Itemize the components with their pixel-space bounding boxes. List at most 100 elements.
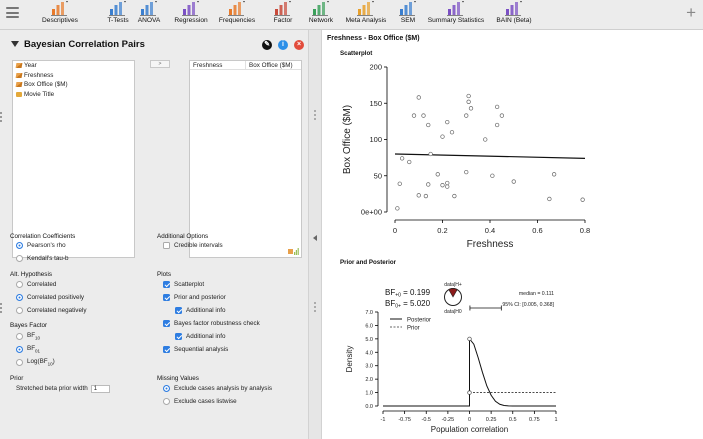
- scatterplot-label: Scatterplot: [174, 281, 205, 288]
- pearson-label: Pearson's rho: [27, 242, 66, 249]
- variables-list[interactable]: Year Freshness Box Office ($M) Movie Title: [12, 60, 135, 258]
- toolbar-descriptives-button[interactable]: Descriptives: [30, 0, 90, 30]
- variable-item[interactable]: Box Office ($M): [13, 80, 134, 90]
- toolbar-summary-statistics-button[interactable]: Summary Statistics: [426, 0, 486, 30]
- bf01-option[interactable]: BF01: [16, 345, 40, 354]
- scatter-point: [494, 122, 500, 128]
- bf-0plus-subscript: 0+: [395, 304, 401, 310]
- left-edge-grip[interactable]: [0, 112, 3, 124]
- correlated-radio[interactable]: [16, 281, 23, 288]
- hamburger-menu-icon[interactable]: [6, 7, 19, 18]
- robustness-checkbox[interactable]: [163, 320, 170, 327]
- toolbar-regression-button[interactable]: Regression: [161, 0, 221, 30]
- sequential-option[interactable]: Sequential analysis: [163, 345, 228, 354]
- scatter-point: [426, 182, 431, 187]
- scatter-point: [435, 172, 440, 177]
- splitter-grip-top[interactable]: [314, 110, 316, 122]
- sequential-checkbox[interactable]: [163, 346, 170, 353]
- scatter-point: [547, 196, 552, 202]
- toolbar-anova-button[interactable]: ANOVA: [119, 0, 179, 30]
- pairwise-option[interactable]: Exclude cases analysis by analysis: [163, 384, 272, 393]
- robustness-info-option[interactable]: Additional info: [175, 332, 226, 341]
- variable-name: Box Office ($M): [24, 81, 68, 89]
- scatter-point: [445, 184, 450, 189]
- toolbar-ttests-button[interactable]: T-Tests: [88, 0, 148, 30]
- panel-splitter[interactable]: [308, 30, 322, 439]
- bf10-option[interactable]: BF10: [16, 332, 40, 341]
- x-tick-label: -0.25: [442, 417, 455, 423]
- kendall-option[interactable]: Kendall's tau-b: [16, 254, 68, 263]
- bf-0plus-value: = 5.020: [401, 299, 431, 308]
- robustness-info-label: Additional info: [186, 333, 226, 340]
- alt-hypothesis-label: Alt. Hypothesis: [10, 271, 52, 278]
- robustness-info-checkbox[interactable]: [175, 333, 182, 340]
- scatter-point: [466, 93, 471, 99]
- correlated-option[interactable]: Correlated: [16, 280, 56, 289]
- credible-intervals-option[interactable]: Credible intervals: [163, 241, 223, 250]
- toolbar-meta-analysis-button[interactable]: Meta Analysis: [336, 0, 396, 30]
- scatter-point: [551, 172, 557, 177]
- x-tick-label: -0.75: [398, 417, 411, 423]
- scatterplot-option[interactable]: Scatterplot: [163, 280, 204, 289]
- additional-info-option[interactable]: Additional info: [175, 306, 226, 315]
- pearson-radio[interactable]: [16, 242, 23, 249]
- bf01-radio[interactable]: [16, 346, 23, 353]
- pairwise-radio[interactable]: [163, 385, 170, 392]
- toolbar-sem-button[interactable]: SEM: [378, 0, 438, 30]
- scatter-point: [499, 113, 505, 118]
- variable-item[interactable]: Movie Title: [13, 90, 134, 100]
- close-icon[interactable]: ×: [294, 40, 304, 50]
- toolbar-frequencies-button[interactable]: Frequencies: [207, 0, 267, 30]
- correlated-negatively-radio[interactable]: [16, 307, 23, 314]
- left-edge-grip-lower[interactable]: [0, 303, 3, 315]
- add-module-button[interactable]: +: [686, 3, 696, 22]
- x-tick-label: 0.8: [580, 226, 590, 235]
- correlated-positively-option[interactable]: Correlated positively: [16, 293, 84, 302]
- logbf-option[interactable]: Log(BF10): [16, 358, 55, 367]
- kendall-radio[interactable]: [16, 255, 23, 262]
- scatter-point: [464, 113, 469, 118]
- meta-analysis-icon: [357, 1, 374, 16]
- move-variable-button[interactable]: >: [150, 60, 170, 68]
- scatter-point: [399, 156, 405, 161]
- collapse-arrow-icon[interactable]: [11, 41, 19, 47]
- credible-intervals-checkbox[interactable]: [163, 242, 170, 249]
- correlated-negatively-option[interactable]: Correlated negatively: [16, 306, 87, 315]
- y-tick-label: 7.0: [365, 310, 373, 316]
- prior-posterior-option[interactable]: Prior and posterior: [163, 293, 226, 302]
- pearson-option[interactable]: Pearson's rho: [16, 241, 66, 250]
- scatterplot-checkbox[interactable]: [163, 281, 170, 288]
- variable-item[interactable]: Freshness: [13, 71, 134, 81]
- bf10-radio[interactable]: [16, 333, 23, 340]
- assigned-variable-1[interactable]: Freshness: [193, 62, 223, 69]
- prior-at-zero-point: [467, 390, 472, 395]
- bf-plus0-subscript: +0: [395, 293, 401, 299]
- logbf-radio[interactable]: [16, 359, 23, 366]
- assigned-variable-2[interactable]: Box Office ($M): [245, 61, 301, 69]
- scatterplot-title: Scatterplot: [340, 50, 373, 57]
- toolbar-network-button[interactable]: Network: [291, 0, 351, 30]
- toolbar-bain-button[interactable]: BAIN (Beta): [484, 0, 544, 30]
- scatterplot-chart: 0e+00 50 100 150 200 0 0.2 0.4 0.6 0.8 Freshness Bo…: [342, 63, 590, 251]
- prior-posterior-checkbox[interactable]: [163, 294, 170, 301]
- correlated-positively-radio[interactable]: [16, 294, 23, 301]
- splitter-grip-bottom[interactable]: [314, 302, 316, 314]
- edit-title-icon[interactable]: ✎: [262, 40, 272, 50]
- sem-icon: [399, 1, 416, 16]
- toolbar-label: Descriptives: [42, 17, 78, 24]
- toolbar-label: SEM: [400, 17, 416, 24]
- scatter-point: [452, 193, 457, 199]
- splitter-arrow-icon[interactable]: [313, 235, 317, 241]
- robustness-option[interactable]: Bayes factor robustness check: [163, 319, 260, 328]
- credible-interval-text: 95% CI: [0.005, 0.368]: [502, 302, 554, 308]
- listwise-option[interactable]: Exclude cases listwise: [163, 397, 237, 406]
- prior-width-input[interactable]: 1: [90, 384, 110, 393]
- info-icon[interactable]: i: [278, 40, 288, 50]
- bf10-label: BF10: [27, 332, 41, 341]
- variable-item[interactable]: Year: [13, 61, 134, 71]
- assigned-variables-box[interactable]: Freshness Box Office ($M): [189, 60, 302, 258]
- listwise-radio[interactable]: [163, 398, 170, 405]
- scale-variable-icon: [15, 63, 23, 69]
- toolbar-factor-button[interactable]: Factor: [253, 0, 313, 30]
- additional-info-checkbox[interactable]: [175, 307, 182, 314]
